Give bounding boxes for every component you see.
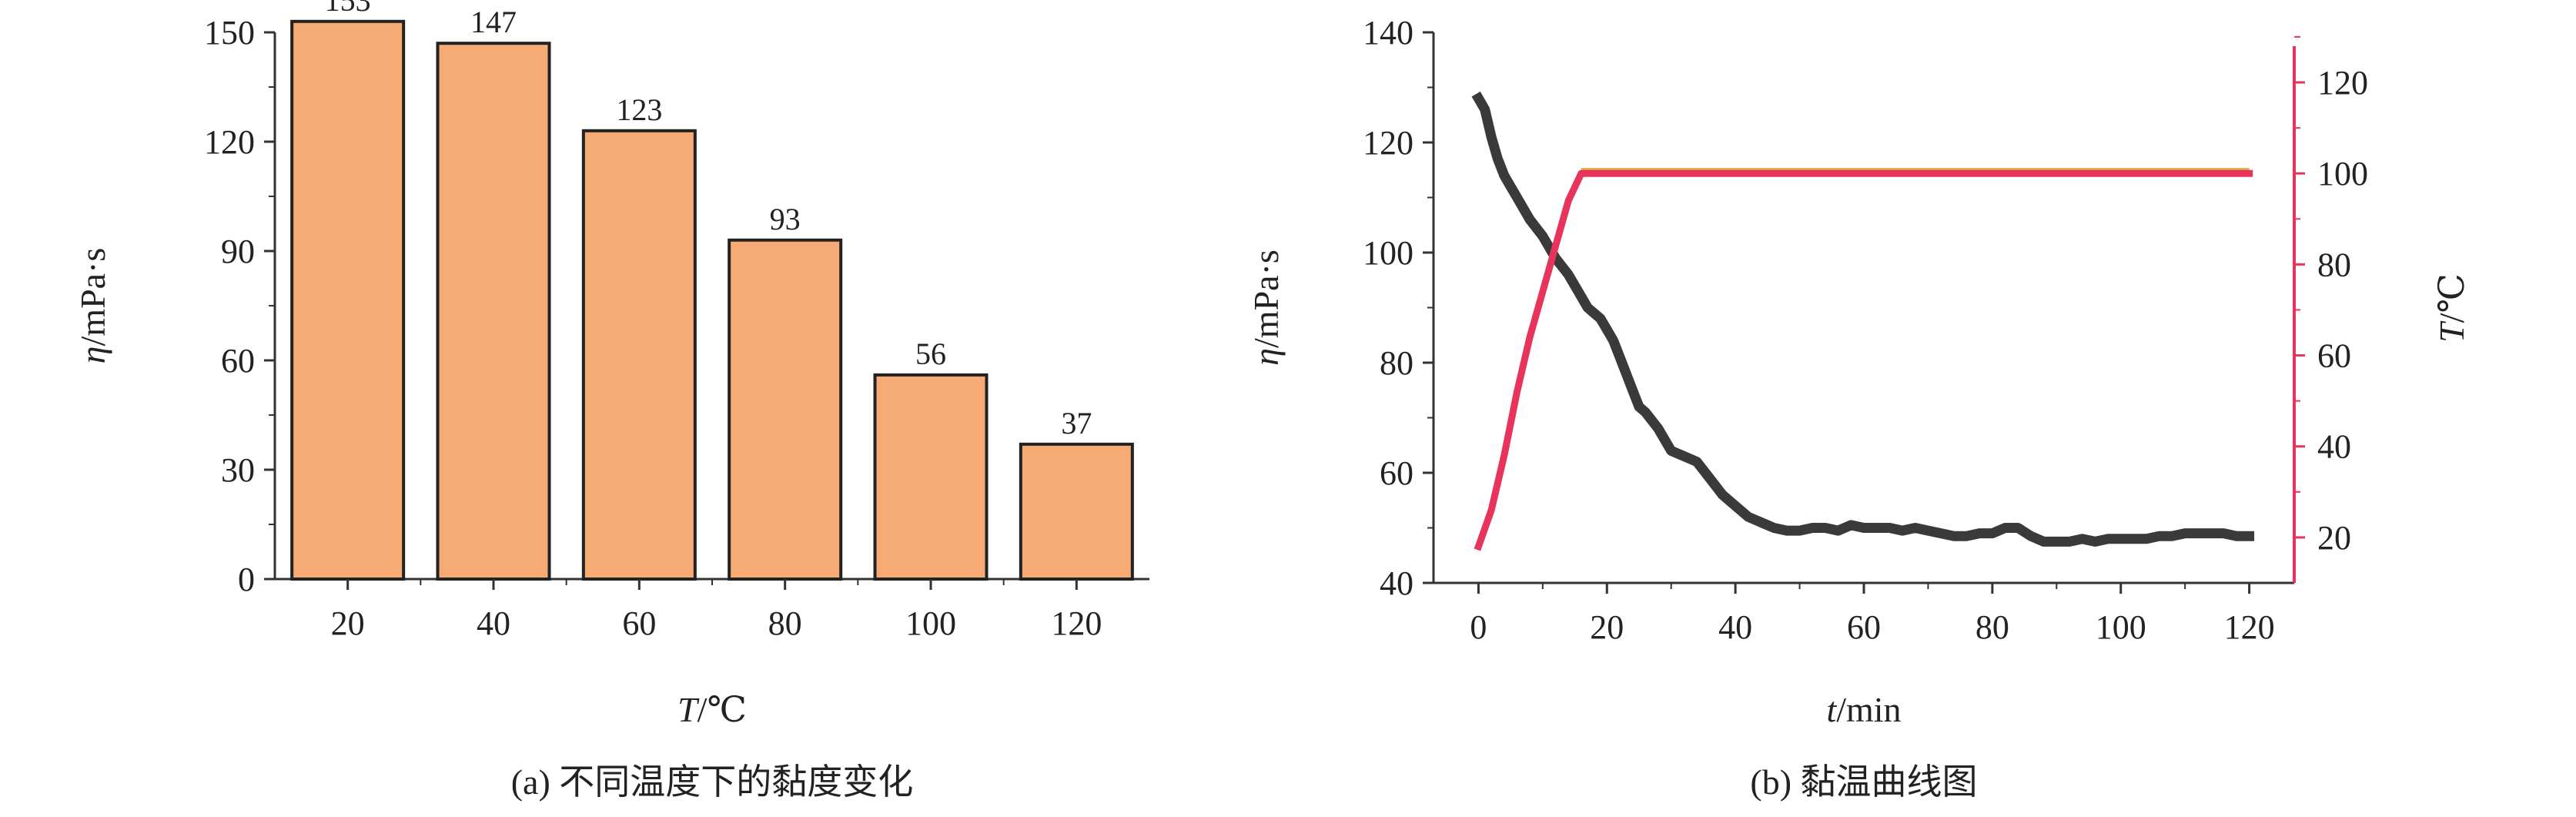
y-tick-label: 150: [204, 14, 255, 52]
x-tick-label: 40: [1718, 608, 1752, 646]
bar: [436, 42, 551, 581]
x-tick-label: 120: [1051, 604, 1102, 642]
line-chart-panel: 40 60 80 100 120 140 20 40 60 80 100 120 0 20 40 60 80 10…: [1246, 14, 2471, 802]
y-tick-label: 120: [204, 123, 255, 161]
bar: [1019, 442, 1134, 581]
x-tick-label: 20: [1590, 608, 1624, 646]
x-tick-label: 100: [2096, 608, 2146, 646]
right-y-tick-label: 80: [2317, 246, 2351, 283]
bar-value-label: 147: [470, 5, 517, 39]
caption-a: (a) 不同温度下的黏度变化: [511, 762, 914, 802]
y-tick-label: 120: [1363, 124, 1413, 162]
bar-value-label: 56: [915, 337, 946, 371]
x-tick-label: 80: [768, 604, 802, 642]
x-tick-label: 0: [1470, 608, 1487, 646]
right-y-tick-label: 60: [2317, 337, 2351, 375]
right-y-tick-label: 20: [2317, 519, 2351, 557]
y-tick-label: 100: [1363, 234, 1413, 272]
y-tick-label: 60: [1380, 454, 1413, 492]
y-tick-label: 40: [1380, 564, 1413, 602]
y-tick-label: 90: [221, 233, 255, 270]
bar-value-label: 93: [770, 202, 801, 236]
y-tick-label: 30: [221, 451, 255, 489]
bar-value-label: 37: [1061, 406, 1092, 440]
y-axis-title: η/mPa·s: [73, 248, 112, 364]
right-y-axis-title: T/℃: [2432, 273, 2471, 343]
bar-chart-panel: 0 30 60 90 120 150 153 20 147 40 123 60 93 80 56 100 37 1…: [73, 0, 1149, 802]
y-tick-label: 80: [1380, 344, 1413, 382]
bar: [873, 373, 989, 581]
bar-value-label: 123: [616, 92, 662, 127]
x-tick-label: 60: [622, 604, 656, 642]
x-axis-title: t/min: [1826, 690, 1901, 729]
bar: [728, 238, 843, 581]
temperature-series-line: [1474, 169, 2253, 551]
y-tick-label: 140: [1363, 14, 1413, 52]
viscosity-series-line: [1471, 91, 2255, 547]
x-axis-title: T/℃: [677, 690, 747, 729]
x-tick-label: 100: [905, 604, 956, 642]
right-y-tick-label: 40: [2317, 428, 2351, 466]
x-tick-label: 60: [1847, 608, 1881, 646]
y-axis-title: η/mPa·s: [1246, 249, 1286, 366]
bar-value-label: 153: [325, 0, 371, 18]
x-tick-label: 80: [1975, 608, 2009, 646]
right-y-tick-label: 120: [2317, 64, 2368, 102]
bar: [290, 19, 406, 581]
x-tick-label: 120: [2224, 608, 2275, 646]
bar: [581, 129, 697, 581]
x-tick-label: 40: [477, 604, 510, 642]
caption-b: (b) 黏温曲线图: [1750, 762, 1977, 802]
right-y-tick-label: 100: [2317, 155, 2368, 193]
x-tick-label: 20: [331, 604, 365, 642]
y-tick-label: 60: [221, 342, 255, 380]
y-tick-label: 0: [238, 561, 255, 598]
